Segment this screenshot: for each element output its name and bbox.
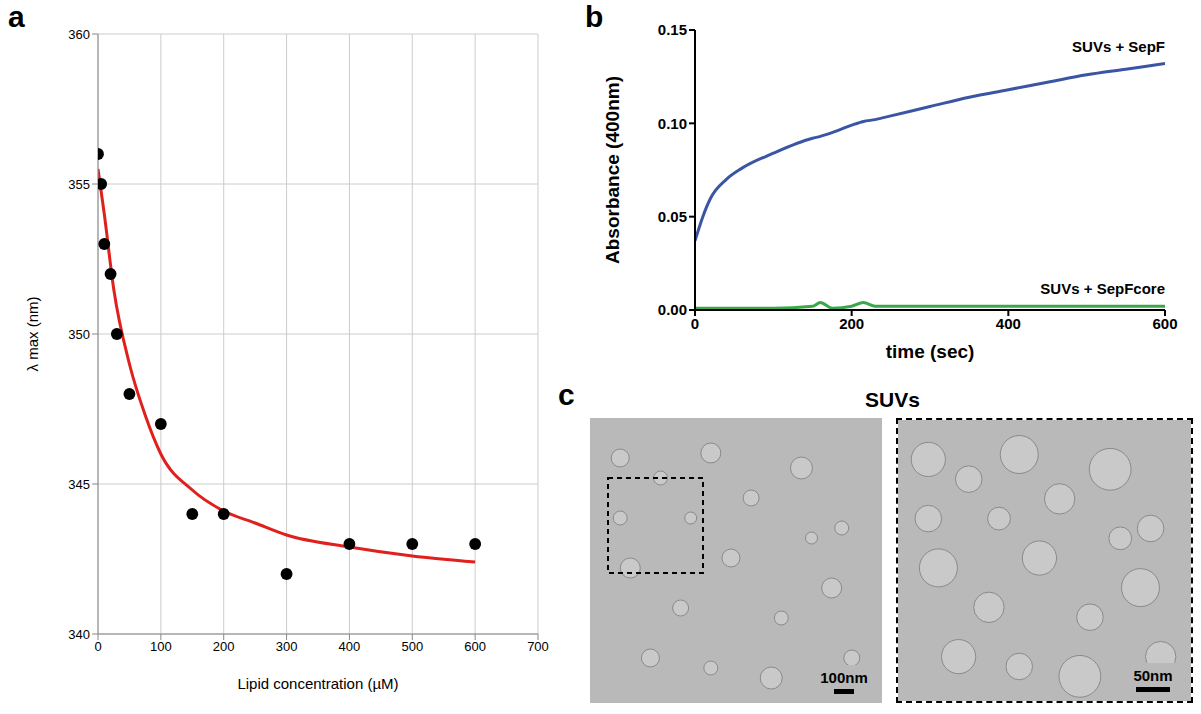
svg-text:0.00: 0.00 [658, 301, 687, 318]
svg-text:Absorbance (400nm): Absorbance (400nm) [602, 76, 623, 264]
svg-text:350: 350 [68, 327, 90, 342]
svg-text:time (sec): time (sec) [886, 341, 975, 362]
svg-text:0.10: 0.10 [658, 115, 687, 132]
svg-text:200: 200 [839, 315, 864, 332]
svg-text:600: 600 [464, 639, 486, 654]
html-text:b: b [585, 0, 604, 33]
svg-text:400: 400 [339, 639, 361, 654]
svg-text:100nm: 100nm [820, 669, 868, 686]
svg-text:50nm: 50nm [1133, 667, 1172, 684]
html-text:c: c [558, 378, 575, 411]
svg-text:355: 355 [68, 177, 90, 192]
svg-text:SUVs + SepFcore: SUVs + SepFcore [1040, 280, 1165, 297]
svg-text:0.15: 0.15 [658, 21, 687, 38]
svg-text:300: 300 [276, 639, 298, 654]
svg-text:360: 360 [68, 27, 90, 42]
svg-text:0.05: 0.05 [658, 208, 687, 225]
svg-text:100: 100 [150, 639, 172, 654]
svg-text:200: 200 [213, 639, 235, 654]
svg-text:345: 345 [68, 477, 90, 492]
svg-text:λ max (nm): λ max (nm) [24, 296, 41, 371]
svg-text:0: 0 [94, 639, 101, 654]
svg-text:700: 700 [527, 639, 549, 654]
svg-text:340: 340 [68, 627, 90, 642]
svg-text:0: 0 [691, 315, 699, 332]
svg-text:500: 500 [401, 639, 423, 654]
svg-text:SUVs + SepF: SUVs + SepF [1072, 38, 1165, 55]
svg-text:400: 400 [996, 315, 1021, 332]
html-text:SUVs: SUVs [865, 388, 920, 411]
svg-text:600: 600 [1152, 315, 1177, 332]
svg-text:Lipid concentration (µM): Lipid concentration (µM) [237, 675, 398, 692]
html-text:a: a [8, 0, 25, 33]
